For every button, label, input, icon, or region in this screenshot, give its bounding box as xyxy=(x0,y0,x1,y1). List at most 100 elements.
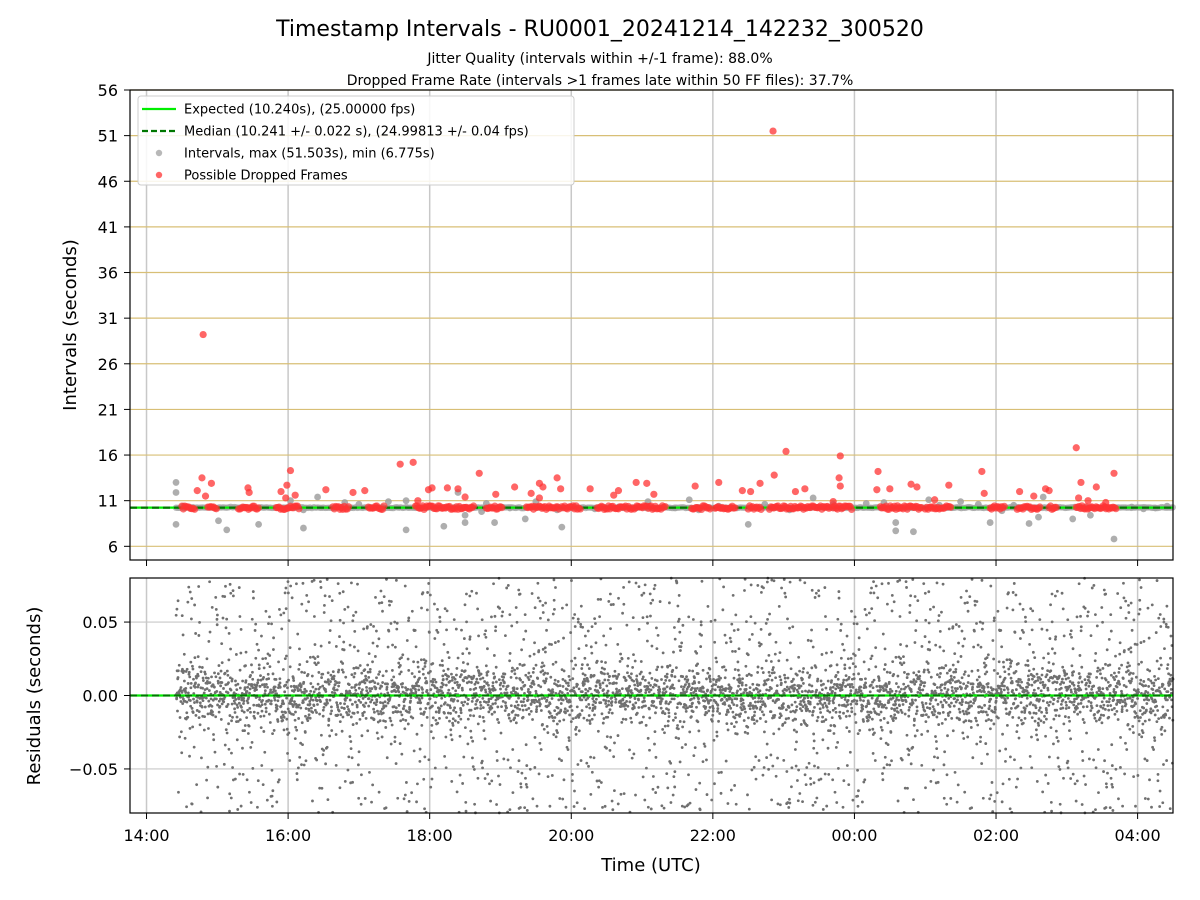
residual-point xyxy=(632,752,636,756)
residual-point xyxy=(622,585,626,589)
residual-point xyxy=(481,766,484,770)
residual-point xyxy=(564,711,567,715)
residual-point xyxy=(539,616,542,620)
residual-point xyxy=(594,622,597,625)
residual-point xyxy=(799,723,803,726)
residual-point xyxy=(424,659,428,663)
residual-point xyxy=(722,665,726,669)
residual-point xyxy=(578,713,582,717)
residual-point xyxy=(913,719,916,722)
residual-point xyxy=(278,677,282,681)
residual-point xyxy=(843,698,847,701)
residual-point xyxy=(213,671,216,675)
interval-point xyxy=(957,498,965,505)
residual-point xyxy=(725,713,728,716)
residual-point xyxy=(319,580,322,584)
residual-point xyxy=(501,610,505,614)
residual-point xyxy=(650,676,654,680)
residual-point xyxy=(671,718,675,722)
residual-point xyxy=(289,685,293,688)
residual-point xyxy=(922,582,926,586)
residual-point xyxy=(942,796,946,800)
residual-point xyxy=(752,714,756,717)
residual-point xyxy=(541,611,545,614)
residual-point xyxy=(434,710,438,714)
residual-point xyxy=(907,714,911,718)
residual-point xyxy=(216,703,219,707)
residual-point xyxy=(402,704,406,708)
residual-point xyxy=(796,779,799,782)
residual-point xyxy=(847,783,851,787)
residual-point xyxy=(245,778,249,782)
residual-point xyxy=(524,743,528,747)
residual-point xyxy=(215,617,219,621)
residual-point xyxy=(476,607,480,611)
residual-point xyxy=(859,685,863,689)
residual-point xyxy=(790,785,793,789)
residual-point xyxy=(945,773,949,777)
residual-point xyxy=(921,688,925,692)
residual-point xyxy=(175,607,179,611)
residual-point xyxy=(273,685,277,689)
residual-point xyxy=(241,746,244,750)
dropped-frame-point xyxy=(980,489,988,497)
residual-point xyxy=(921,713,925,717)
residual-point xyxy=(401,718,405,721)
residual-point xyxy=(319,644,323,648)
residual-point xyxy=(621,717,625,721)
residual-point xyxy=(360,773,363,777)
residual-point xyxy=(401,682,405,685)
residual-point xyxy=(687,615,691,619)
residual-point xyxy=(177,663,181,667)
residual-point xyxy=(516,713,520,717)
residual-point xyxy=(197,683,200,687)
residual-point xyxy=(276,720,280,723)
residual-point xyxy=(735,704,739,707)
residual-point xyxy=(541,661,544,665)
residual-point xyxy=(786,676,790,680)
residual-point xyxy=(521,680,525,684)
residual-point xyxy=(362,710,366,714)
residual-point xyxy=(182,669,186,673)
residual-point xyxy=(825,705,829,709)
residual-point xyxy=(588,719,592,723)
residual-point xyxy=(926,668,930,672)
residual-point xyxy=(923,591,927,595)
residual-point xyxy=(883,663,887,666)
residual-point xyxy=(398,742,402,745)
residual-point xyxy=(673,626,676,629)
residual-point xyxy=(637,627,641,631)
residual-point xyxy=(820,697,823,701)
intervals-y-tick-label: 11 xyxy=(98,492,118,511)
residual-point xyxy=(825,804,829,808)
residual-point xyxy=(492,672,496,675)
residual-point xyxy=(788,641,792,645)
residual-point xyxy=(204,696,208,700)
residual-point xyxy=(518,592,522,596)
residual-point xyxy=(788,626,791,630)
residual-point xyxy=(188,699,192,702)
residual-point xyxy=(353,629,357,633)
residual-point xyxy=(222,687,225,690)
residual-point xyxy=(399,670,403,674)
residual-point xyxy=(821,738,825,742)
residual-point xyxy=(256,711,260,715)
residual-point xyxy=(654,711,657,715)
residual-point xyxy=(759,642,763,646)
residual-point xyxy=(273,689,277,693)
residual-point xyxy=(219,684,223,688)
residual-point xyxy=(948,705,952,708)
interval-point xyxy=(223,526,231,534)
residual-point xyxy=(502,675,506,679)
residual-point xyxy=(879,688,882,692)
residual-point xyxy=(226,703,230,706)
residual-point xyxy=(481,676,485,680)
residual-point xyxy=(504,634,507,638)
residual-point xyxy=(492,654,496,657)
residual-point xyxy=(525,809,529,812)
residual-point xyxy=(765,580,769,584)
residual-point xyxy=(813,800,817,804)
residual-point xyxy=(793,748,797,751)
dropped-frame-point xyxy=(632,478,640,487)
residual-point xyxy=(853,615,857,619)
